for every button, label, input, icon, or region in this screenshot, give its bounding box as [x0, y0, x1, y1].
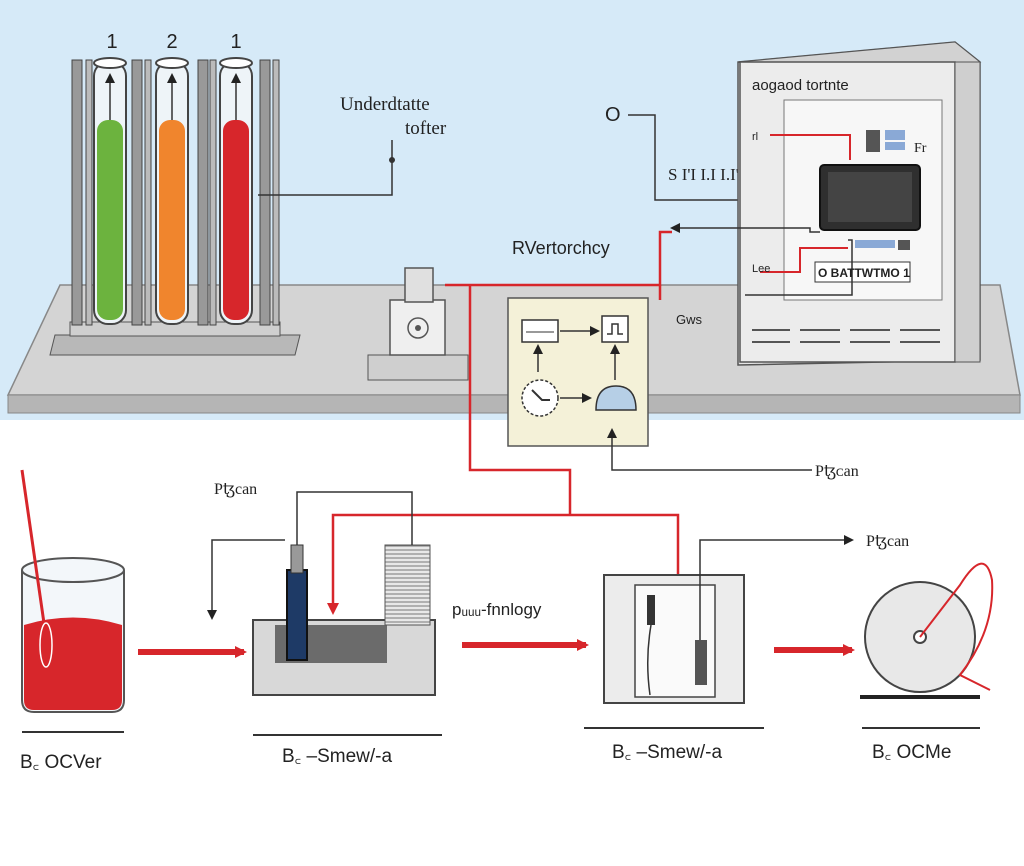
station-tank-1 — [207, 491, 442, 736]
flow-label-right: Pꜩcan — [866, 533, 909, 550]
circle-marker-line — [628, 114, 800, 201]
red-wire-upper — [445, 230, 672, 515]
station-beaker — [20, 469, 125, 733]
station-4-label: B꜀ OCMe — [872, 742, 951, 763]
cabinet-title: aogaod tortnte — [752, 77, 849, 94]
station-3-label: B꜀ –Smew/-a — [612, 742, 722, 763]
station-2-label: B꜀ –Smew/-a — [282, 746, 392, 767]
tube-number-1: 1 — [106, 31, 117, 53]
small-pump-device — [367, 267, 469, 381]
small-cabinet-label: Gws — [676, 312, 703, 327]
test-tube-green — [93, 57, 127, 325]
underside-title: Underdtatte — [340, 94, 430, 115]
test-tube-orange — [155, 57, 189, 325]
station-spool — [860, 562, 994, 729]
test-tube-rack: 1 2 1 — [49, 31, 301, 356]
cabinet-row-1: Fr — [914, 141, 927, 156]
circle-marker: O — [605, 104, 621, 126]
station-tank-2 — [584, 535, 854, 729]
control-logic-panel — [507, 297, 812, 471]
station-1-label: B꜀ OCVer — [20, 752, 102, 773]
flow-label-center: Pꜩᴄan — [815, 463, 859, 480]
cabinet-row-3: rl — [752, 131, 758, 143]
tube-number-3: 1 — [230, 31, 241, 53]
cabinet-badge: O BATTWTMO 1 — [818, 266, 910, 280]
cabinet-row-2: Lee — [752, 263, 770, 275]
flow-middle-label: pᵤᵤᵤ-fnnlogy — [452, 600, 542, 619]
flow-label-left: Pꜩcan — [214, 481, 257, 498]
underside-subtitle: tofter — [405, 118, 447, 139]
equipment-cabinet — [670, 41, 982, 366]
test-tube-red — [219, 57, 253, 325]
tube-number-2: 2 — [166, 31, 177, 53]
rv-label: RVertorchcy — [512, 238, 610, 258]
